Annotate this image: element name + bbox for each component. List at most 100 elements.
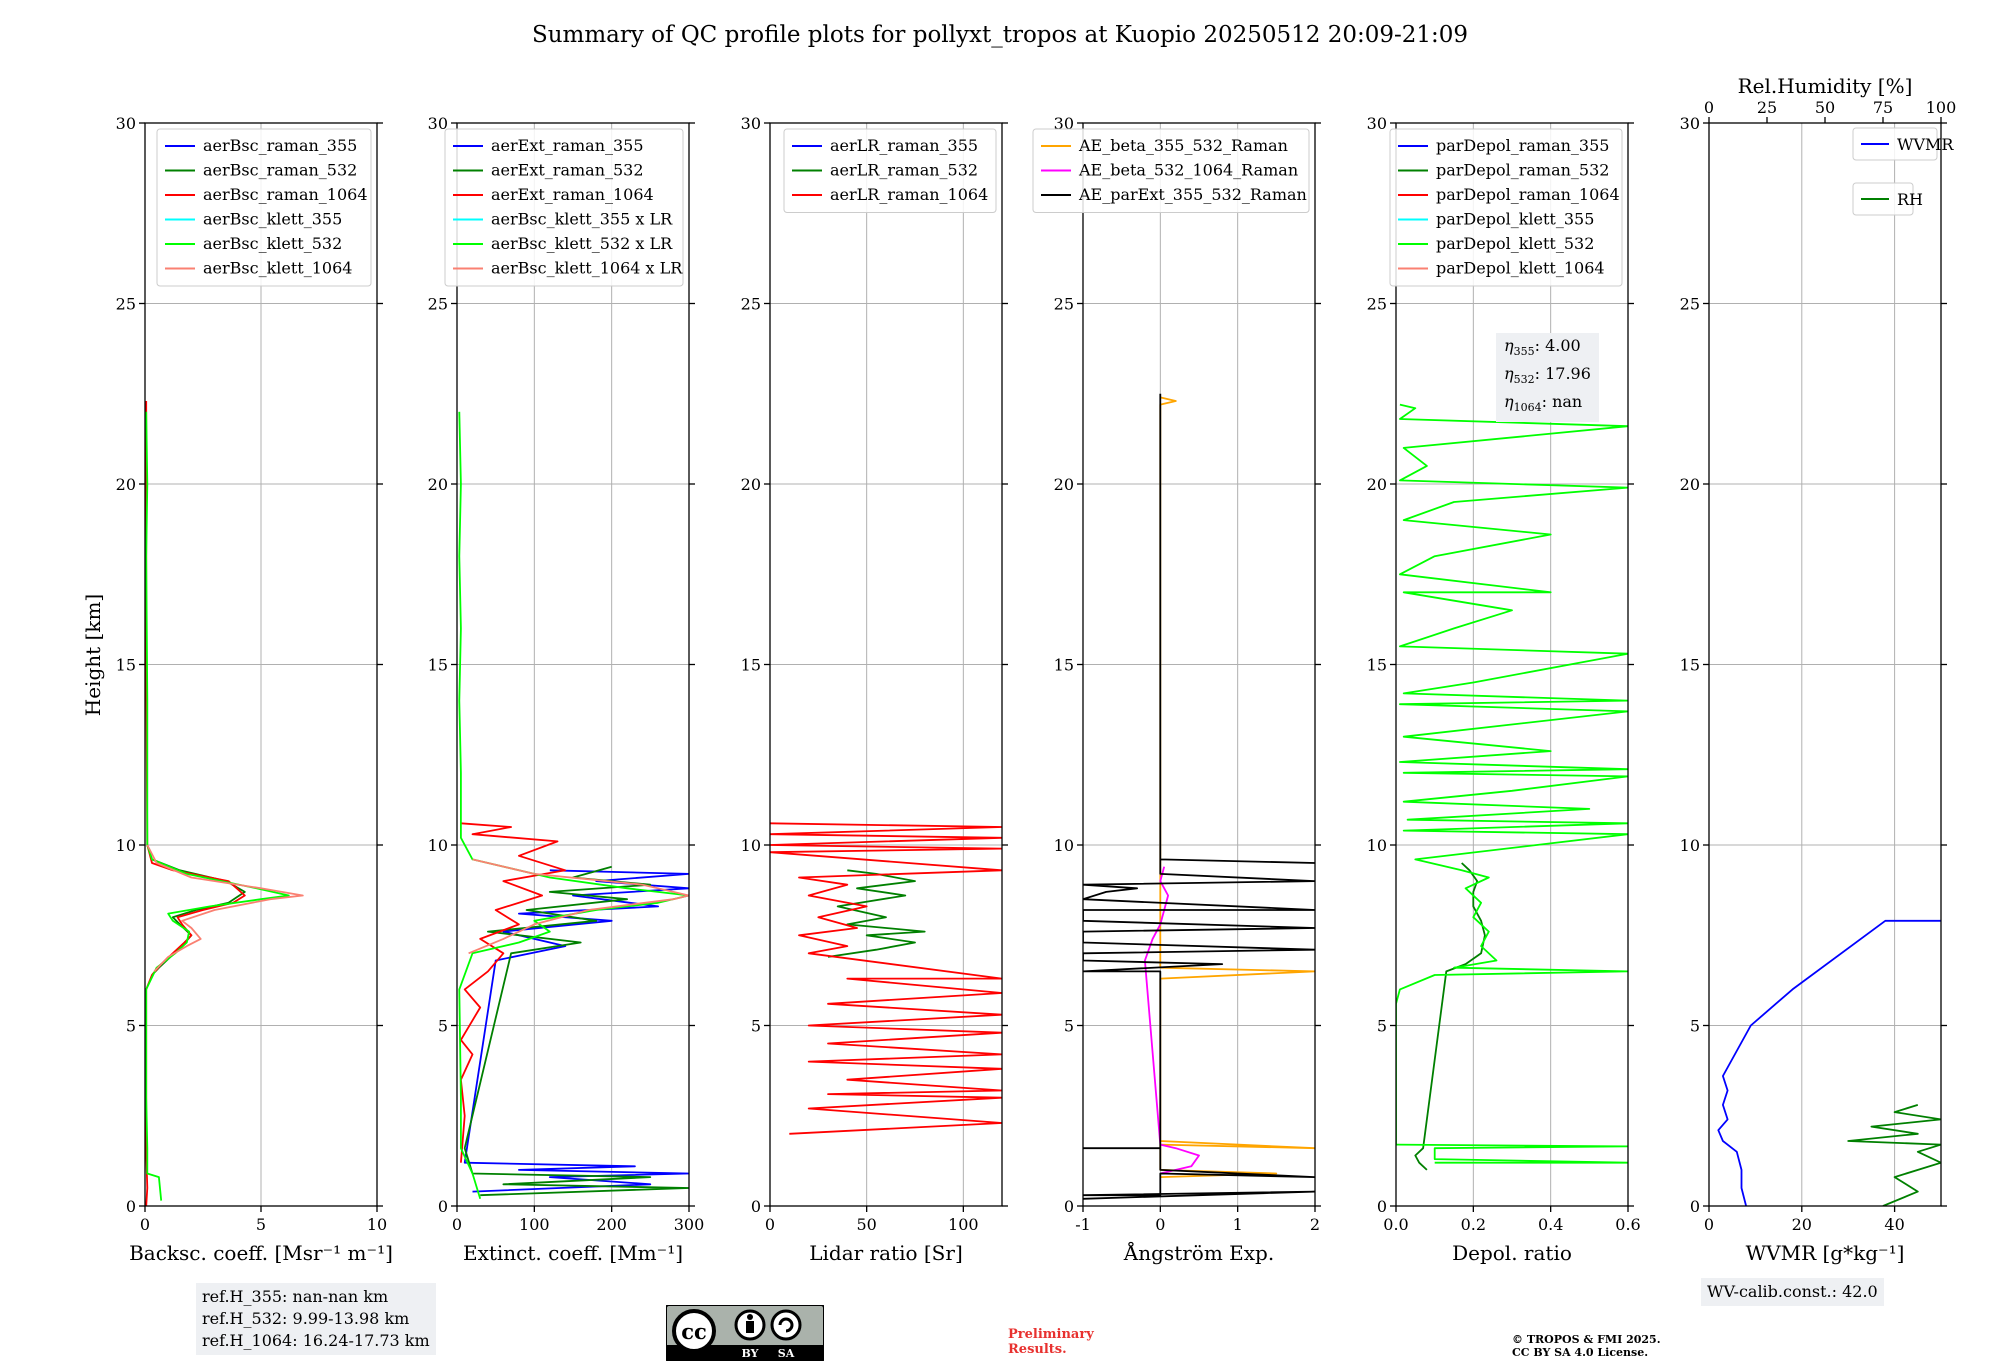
series-aerBsc_klett_532	[145, 411, 290, 1201]
x-axis-label: Backsc. coeff. [Msr⁻¹ m⁻¹]	[129, 1241, 393, 1265]
axes-frame	[1708, 122, 1942, 1207]
x-tick-label: 100	[948, 1215, 979, 1234]
y-tick-label: 15	[1054, 656, 1074, 675]
legend-box	[444, 128, 684, 287]
axes-frame	[144, 122, 378, 1207]
y-tick-label: 30	[116, 114, 136, 133]
legend-label: aerExt_raman_532	[491, 161, 644, 180]
series-AE_beta_532_1064_Raman	[1144, 866, 1200, 1175]
axes-frame	[1082, 122, 1316, 1207]
y-tick-label: 0	[126, 1197, 136, 1216]
series-aerBsc_klett_1064 x LR	[468, 858, 689, 955]
y-tick-label: 0	[1690, 1197, 1700, 1216]
prelim-line-2: Results.	[1008, 1342, 1067, 1357]
legend: aerBsc_raman_355 aerBsc_raman_532 aerBsc_r…	[156, 128, 372, 287]
series-group	[145, 401, 304, 1206]
panel-depol: 0 5 10 15 20 25 30 0.0 0.2 0.4 0.6 Depol. ratio parD…	[1367, 114, 1641, 1265]
legend-box	[156, 128, 372, 287]
x-tick-label: 0	[765, 1215, 775, 1234]
legend-label: aerBsc_raman_1064	[203, 185, 368, 204]
y-tick-label: 10	[1367, 836, 1387, 855]
y-tick-label: 25	[741, 295, 761, 314]
y-tick-label: 25	[1054, 295, 1074, 314]
legend-label: aerBsc_klett_355 x LR	[491, 210, 673, 229]
figure-title: Summary of QC profile plots for pollyxt_…	[531, 22, 1469, 48]
y-tick-label: 25	[116, 295, 136, 314]
y-tick-label: 30	[741, 114, 761, 133]
legend-box	[1032, 128, 1310, 213]
legend-box	[1852, 127, 1938, 161]
y-tick-label: 20	[1367, 475, 1387, 494]
legend-box	[1389, 128, 1623, 287]
wv-calib-box: WV-calib.const.: 42.0	[1701, 1278, 1884, 1306]
x-tick-label: 100	[519, 1215, 550, 1234]
legend: aerExt_raman_355 aerExt_raman_532 aerExt_r…	[444, 128, 684, 287]
x-tick-label: 1	[1233, 1215, 1243, 1234]
y-tick-label: 30	[1680, 114, 1700, 133]
top-tick-label: 50	[1815, 98, 1835, 117]
y-tick-label: 15	[428, 656, 448, 675]
y-tick-label: 0	[438, 1197, 448, 1216]
legend-label: aerBsc_klett_532	[203, 234, 342, 253]
y-tick-label: 15	[741, 656, 761, 675]
legend-label: aerBsc_raman_355	[203, 136, 357, 155]
series-aerBsc_klett_1064	[146, 844, 304, 973]
y-tick-label: 5	[438, 1017, 448, 1036]
x-tick-label: 0	[452, 1215, 462, 1234]
x-axis-label: Ångström Exp.	[1123, 1240, 1274, 1265]
series-aerExt_raman_1064	[460, 822, 567, 1163]
legend-label: RH	[1897, 190, 1923, 209]
y-tick-label: 5	[1377, 1017, 1387, 1036]
y-tick-label: 15	[1367, 656, 1387, 675]
legend-label: aerBsc_raman_532	[203, 161, 357, 180]
eta-box: η355: 4.00 η532: 17.96 η1064: nan	[1496, 333, 1599, 422]
series-aerBsc_klett_532 x LR	[458, 411, 689, 1200]
y-tick-label: 10	[1054, 836, 1074, 855]
series-group	[458, 411, 689, 1200]
series-aerBsc_raman_1064	[145, 401, 246, 1206]
x-tick-label: 0.0	[1383, 1215, 1408, 1234]
x-tick-label: -1	[1075, 1215, 1091, 1234]
eta-355: 4.00	[1545, 336, 1581, 355]
ref-heights-box: ref.H_355: nan-nan km ref.H_532: 9.99-13…	[196, 1283, 436, 1355]
x-tick-label: 10	[367, 1215, 387, 1234]
legend-label: parDepol_klett_355	[1436, 210, 1594, 229]
svg-text:cc: cc	[681, 1319, 707, 1344]
top-tick-label: 100	[1926, 98, 1957, 117]
top-tick-label: 25	[1757, 98, 1777, 117]
series-AE_parExt_355_532_Raman	[1083, 393, 1315, 1200]
series-RH	[1847, 1104, 1941, 1206]
preliminary-note: Preliminary Results.	[1008, 1327, 1094, 1357]
series-WVMR	[1717, 919, 1941, 1206]
y-tick-label: 20	[1680, 475, 1700, 494]
y-tick-label: 20	[1054, 475, 1074, 494]
y-tick-label: 25	[1367, 295, 1387, 314]
x-tick-label: 2	[1310, 1215, 1320, 1234]
legend-label: aerBsc_klett_1064 x LR	[491, 259, 683, 278]
ref-height-355: ref.H_355: nan-nan km	[202, 1287, 389, 1306]
y-tick-label: 15	[1680, 656, 1700, 675]
cc-license-logo: cc BY SA	[666, 1305, 824, 1361]
x-axis-label: Lidar ratio [Sr]	[809, 1241, 963, 1265]
legend-label: AE_parExt_355_532_Raman	[1078, 185, 1307, 204]
y-tick-label: 0	[1377, 1197, 1387, 1216]
legend-WVMR: WVMR	[1852, 127, 1954, 161]
legend-label: aerLR_raman_1064	[830, 185, 988, 204]
cc-by-label: BY	[742, 1347, 759, 1360]
y-axis-label: Height [km]	[81, 594, 105, 716]
legend-label: parDepol_raman_532	[1436, 161, 1609, 180]
y-tick-label: 20	[741, 475, 761, 494]
x-tick-label: 0	[140, 1215, 150, 1234]
series-group	[1396, 403, 1628, 1171]
y-tick-label: 0	[751, 1197, 761, 1216]
x-axis-label: WVMR [g*kg⁻¹]	[1746, 1241, 1905, 1265]
y-tick-label: 15	[116, 656, 136, 675]
y-tick-label: 25	[428, 295, 448, 314]
x-tick-label: 300	[674, 1215, 705, 1234]
legend-box	[783, 128, 997, 213]
top-axis-label: Rel.Humidity [%]	[1738, 74, 1913, 98]
